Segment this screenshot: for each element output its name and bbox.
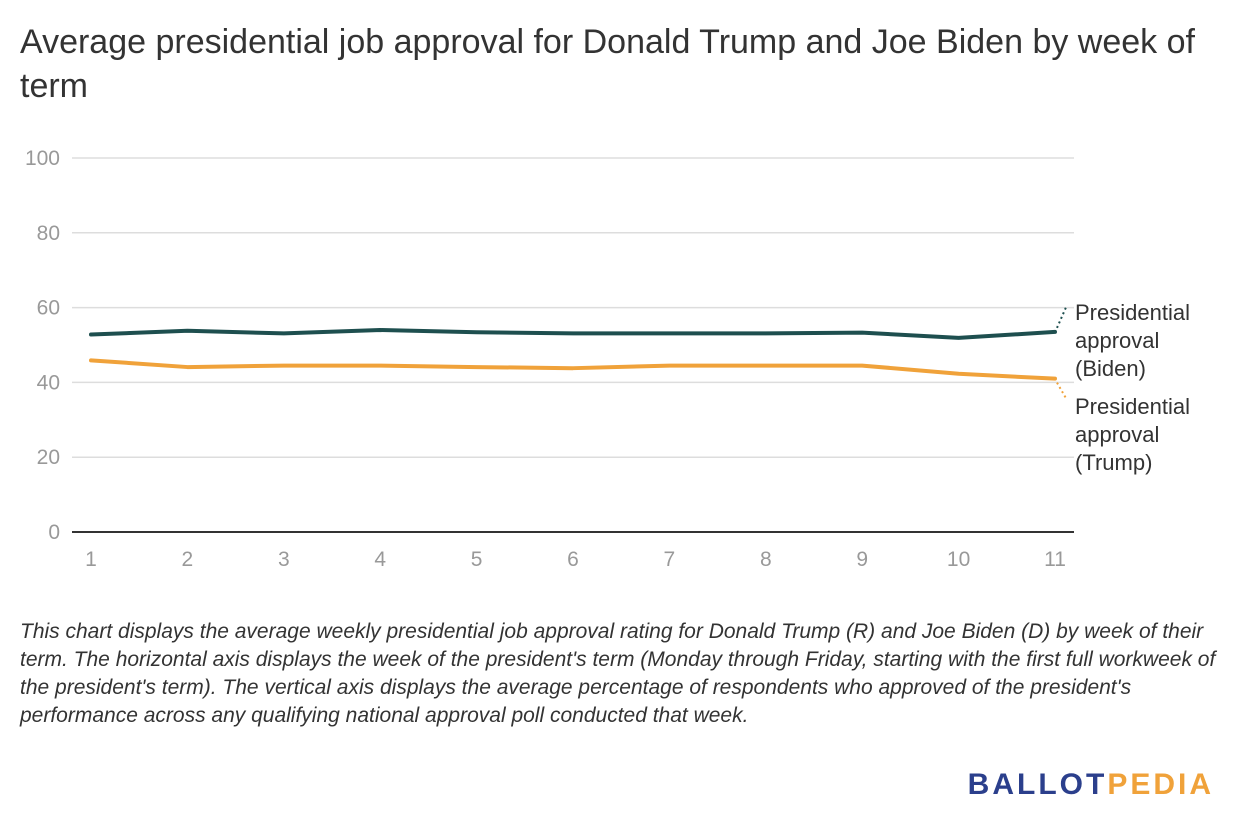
y-axis-ticks: 0 20 40 60 80 100 bbox=[25, 147, 60, 544]
series-label: Presidential approval (Trump) bbox=[1075, 394, 1190, 475]
x-tick-label: 10 bbox=[947, 548, 970, 571]
series-label-leader bbox=[1056, 304, 1068, 329]
y-tick-label: 40 bbox=[37, 371, 60, 394]
series-label-line: approval bbox=[1075, 328, 1159, 353]
series-line bbox=[89, 358, 1057, 381]
x-tick-label: 9 bbox=[856, 548, 868, 571]
series-label-line: (Trump) bbox=[1075, 450, 1152, 475]
x-tick-label: 8 bbox=[760, 548, 772, 571]
ballotpedia-logo: BALLOTPEDIA bbox=[968, 768, 1214, 802]
series-label-line: Presidential bbox=[1075, 300, 1190, 325]
y-tick-label: 80 bbox=[37, 222, 60, 245]
y-tick-label: 60 bbox=[37, 297, 60, 320]
series-label-line: approval bbox=[1075, 422, 1159, 447]
logo-part-ballot: BALLOT bbox=[967, 768, 1108, 801]
x-tick-label: 11 bbox=[1044, 548, 1066, 571]
logo-part-pedia: PEDIA bbox=[1107, 768, 1214, 801]
x-axis-ticks: 1 2 3 4 5 6 7 8 9 10 11 bbox=[85, 548, 1066, 571]
chart-title: Average presidential job approval for Do… bbox=[20, 23, 1195, 105]
grid-lines bbox=[72, 157, 1074, 533]
series-label-line: (Biden) bbox=[1075, 356, 1146, 381]
line-chart: 0 20 40 60 80 100 1 2 3 4 5 6 7 8 9 10 11 Presidential a… bbox=[25, 147, 1190, 571]
x-tick-label: 5 bbox=[471, 548, 483, 571]
y-tick-label: 0 bbox=[48, 521, 60, 544]
x-tick-label: 3 bbox=[278, 548, 290, 571]
series-labels: Presidential approval (Biden) Presidential a… bbox=[1056, 300, 1190, 475]
series-label-line: Presidential bbox=[1075, 394, 1190, 419]
y-tick-label: 100 bbox=[25, 147, 60, 170]
series-label: Presidential approval (Biden) bbox=[1075, 300, 1190, 381]
x-tick-label: 4 bbox=[374, 548, 386, 571]
series-lines bbox=[89, 328, 1057, 381]
x-tick-label: 7 bbox=[664, 548, 676, 571]
x-tick-label: 1 bbox=[85, 548, 97, 571]
series-line bbox=[89, 328, 1057, 340]
y-tick-label: 20 bbox=[37, 446, 60, 469]
x-tick-label: 2 bbox=[182, 548, 194, 571]
x-tick-label: 6 bbox=[567, 548, 579, 571]
chart-caption: This chart displays the average weekly p… bbox=[20, 620, 1216, 727]
series-label-leader bbox=[1056, 382, 1068, 401]
